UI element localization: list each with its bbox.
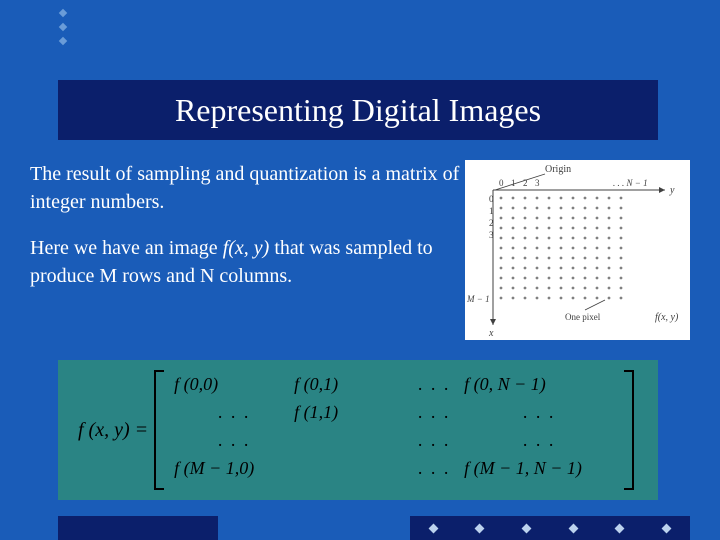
matrix-cell: f (0,1) [294, 374, 404, 395]
matrix-body: f (0,0) f (0,1) . . . f (0, N − 1) . . .… [148, 370, 634, 490]
matrix-lhs: f (x, y) = [78, 419, 148, 442]
diamond-bullet-icon [59, 9, 67, 17]
bracket-right-icon [624, 370, 634, 490]
diamond-bullet-icon [59, 23, 67, 31]
matrix-cell: f (1,1) [294, 402, 404, 423]
footer-bar-left [58, 516, 218, 540]
matrix-cell: . . . [464, 430, 614, 451]
matrix-grid: f (0,0) f (0,1) . . . f (0, N − 1) . . .… [164, 370, 624, 490]
footer-bar-right [410, 516, 690, 540]
svg-text:3: 3 [535, 178, 540, 188]
matrix-cell: . . . [174, 402, 294, 423]
matrix-cell: . . . [464, 402, 614, 423]
matrix-cell: f (M − 1,0) [174, 458, 294, 479]
decorative-bullets-top [60, 10, 66, 44]
matrix-cell: f (M − 1, N − 1) [464, 458, 614, 479]
origin-label: Origin [545, 164, 571, 175]
matrix-cell: f (0, N − 1) [464, 374, 614, 395]
body-text: The result of sampling and quantization … [30, 160, 460, 290]
pixel-grid-svg: Origin 0 1 2 3 . . . N − 1 y 0 1 2 3 M −… [465, 160, 690, 340]
matrix-cell: f (0,0) [174, 374, 294, 395]
svg-text:2: 2 [523, 178, 528, 188]
matrix-cell: . . . [404, 374, 464, 395]
svg-text:f(x, y): f(x, y) [655, 312, 679, 323]
svg-text:x: x [488, 328, 494, 339]
p2-function: f(x, y) [223, 237, 270, 259]
diamond-bullet-icon [615, 523, 625, 533]
svg-text:y: y [669, 185, 675, 196]
matrix-cell: . . . [174, 430, 294, 451]
diamond-bullet-icon [475, 523, 485, 533]
svg-text:. . . N − 1: . . . N − 1 [613, 178, 648, 188]
paragraph-1: The result of sampling and quantization … [30, 160, 460, 216]
matrix-cell: . . . [404, 402, 464, 423]
diamond-bullet-icon [522, 523, 532, 533]
diamond-bullet-icon [428, 523, 438, 533]
p2-lead: Here we have an image [30, 237, 223, 259]
matrix-panel: f (x, y) = f (0,0) f (0,1) . . . f (0, N… [58, 360, 658, 500]
pixel-grid-figure: Origin 0 1 2 3 . . . N − 1 y 0 1 2 3 M −… [465, 160, 690, 340]
diamond-bullet-icon [59, 37, 67, 45]
bracket-left-icon [154, 370, 164, 490]
diamond-bullet-icon [568, 523, 578, 533]
svg-text:M − 1: M − 1 [466, 294, 490, 304]
diamond-bullet-icon [662, 523, 672, 533]
matrix-cell: . . . [404, 430, 464, 451]
matrix-cell: . . . [404, 458, 464, 479]
svg-text:0: 0 [499, 178, 504, 188]
svg-text:1: 1 [511, 178, 516, 188]
svg-text:One pixel: One pixel [565, 312, 601, 322]
slide-title: Representing Digital Images [175, 92, 541, 129]
paragraph-2: Here we have an image f(x, y) that was s… [30, 234, 460, 290]
title-bar: Representing Digital Images [58, 80, 658, 140]
